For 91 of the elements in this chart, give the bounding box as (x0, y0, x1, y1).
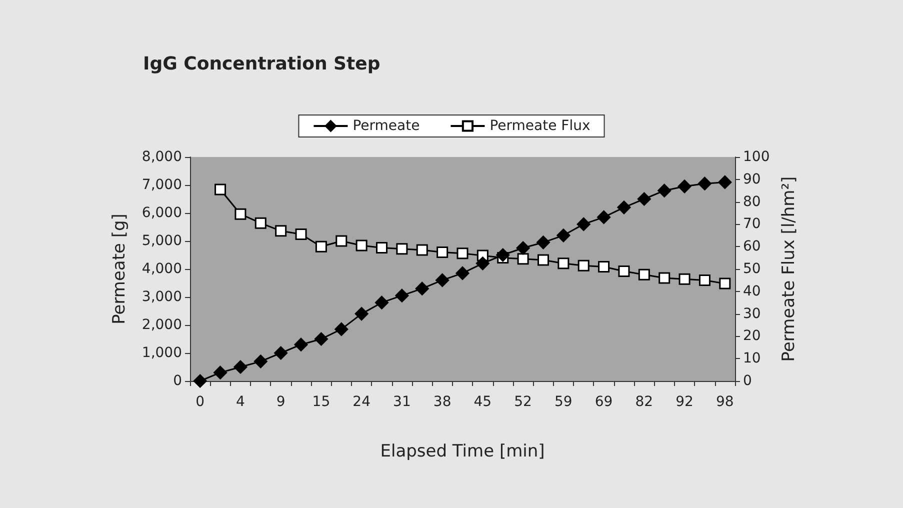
point (354, 307, 368, 321)
x-tick-label: 4 (236, 394, 245, 410)
legend-label: Permeate Flux (490, 118, 590, 134)
point (658, 184, 672, 198)
x-tick-label: 31 (393, 394, 411, 410)
y2-tick-label: 20 (743, 328, 761, 344)
point (456, 266, 470, 280)
point (254, 354, 268, 368)
y-tick-label: 6,000 (142, 205, 182, 221)
point (678, 273, 690, 285)
x-tick-label: 59 (554, 394, 572, 410)
point (718, 175, 732, 189)
point (254, 217, 266, 229)
point (638, 268, 650, 280)
chart-title: IgG Concentration Step (143, 54, 380, 74)
y2-tick-label: 10 (743, 350, 761, 367)
y2-tick-label: 40 (743, 283, 761, 300)
x-tick-label: 69 (594, 394, 613, 410)
y2-axis-title: Permeate Flux [l/hm²] (779, 176, 800, 362)
y2-tick-label: 60 (743, 238, 761, 255)
y-tick-label: 1,000 (142, 345, 182, 361)
y2-tick-label: 80 (743, 194, 761, 210)
y-axis-title: Permeate [g] (110, 214, 130, 324)
point (558, 258, 570, 270)
point (576, 217, 590, 231)
y2-tick-label: 90 (743, 171, 761, 188)
point (376, 242, 388, 254)
point (395, 288, 409, 302)
point (415, 282, 429, 296)
point (536, 236, 550, 250)
point (375, 296, 389, 310)
point (193, 374, 207, 388)
x-tick-label: 15 (312, 394, 330, 410)
point (356, 240, 368, 252)
x-tick-label: 82 (635, 394, 654, 410)
x-tick-label: 9 (276, 394, 286, 410)
legend-label: Permeate (352, 118, 420, 134)
point (336, 235, 348, 247)
point (436, 273, 450, 287)
point (658, 272, 670, 284)
y-tick-label: 8,000 (142, 149, 182, 165)
point (517, 253, 529, 265)
y2-tick-label: 100 (743, 149, 770, 165)
y-tick-label: 7,000 (142, 177, 182, 193)
point (537, 254, 549, 266)
point (314, 332, 328, 346)
point (578, 260, 590, 272)
y-tick-label: 4,000 (142, 261, 182, 277)
x-tick-label: 98 (716, 394, 734, 410)
point (698, 274, 710, 286)
point (556, 228, 570, 242)
x-tick-label: 38 (433, 394, 452, 410)
point (476, 256, 490, 270)
point (617, 200, 631, 214)
point (396, 243, 408, 255)
point (496, 248, 510, 262)
point (618, 265, 630, 277)
point (416, 244, 428, 256)
point (597, 210, 611, 224)
x-tick-label: 24 (352, 394, 371, 410)
point (516, 241, 530, 255)
y2-tick-label: 50 (743, 261, 761, 277)
point (214, 184, 226, 196)
point (637, 192, 651, 206)
point (678, 180, 692, 194)
point (456, 248, 468, 260)
point (698, 176, 712, 190)
y2-tick-label: 70 (743, 216, 761, 232)
y-tick-label: 2,000 (142, 317, 182, 333)
point (234, 360, 248, 374)
x-tick-label: 52 (514, 394, 532, 410)
y2-tick-label: 30 (743, 306, 761, 322)
point (436, 246, 448, 258)
x-axis-title: Elapsed Time [min] (380, 442, 545, 462)
point (295, 228, 307, 240)
x-tick-label: 0 (196, 394, 205, 410)
point (275, 225, 287, 237)
point (315, 240, 327, 252)
point (719, 278, 731, 290)
x-tick-label: 45 (474, 394, 492, 410)
point (214, 366, 228, 380)
point (294, 338, 308, 352)
y-tick-label: 3,000 (142, 289, 182, 305)
point (234, 208, 246, 220)
y-tick-label: 0 (173, 373, 182, 389)
point (334, 322, 348, 336)
point (274, 346, 288, 360)
y2-tick-label: 0 (743, 373, 752, 389)
y-tick-label: 5,000 (142, 233, 182, 249)
point (598, 261, 610, 273)
x-tick-label: 92 (676, 394, 694, 410)
